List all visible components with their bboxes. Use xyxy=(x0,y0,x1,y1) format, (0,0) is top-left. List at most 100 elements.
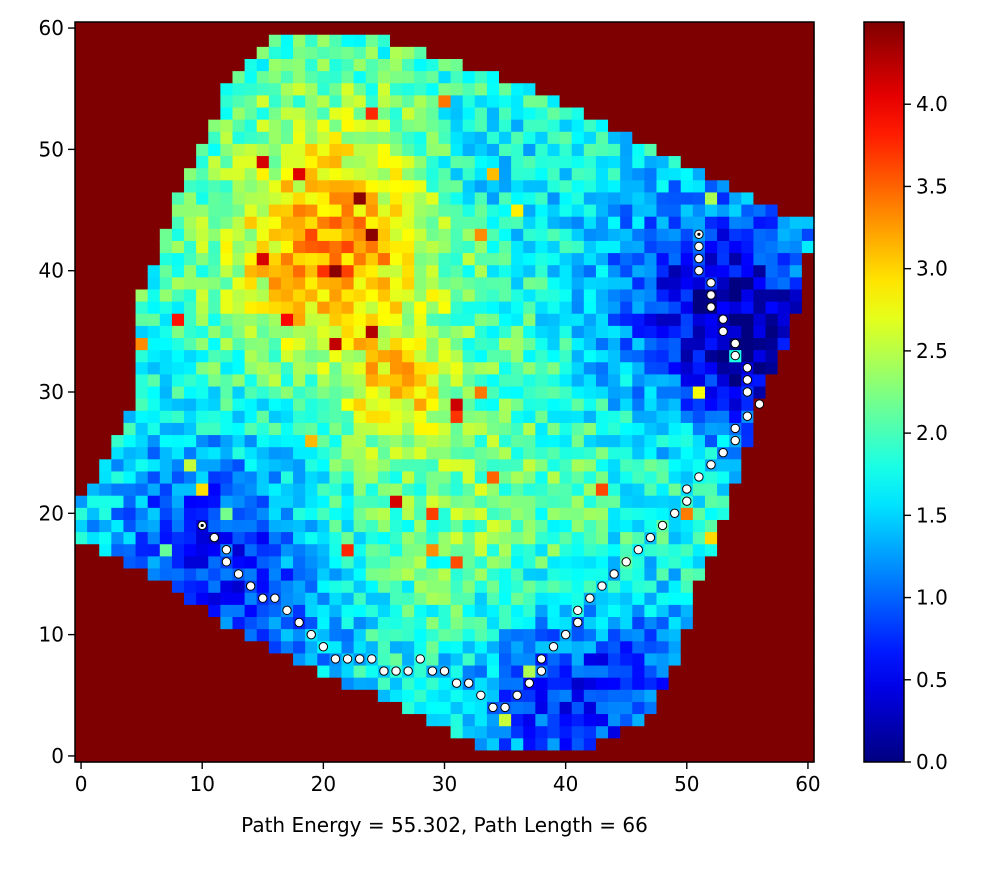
heatmap-cell xyxy=(608,337,621,351)
heatmap-cell xyxy=(99,664,112,678)
heatmap-cell xyxy=(329,240,343,254)
heatmap-cell xyxy=(220,203,234,217)
heatmap-cell xyxy=(523,325,536,339)
heatmap-cell xyxy=(196,58,209,72)
heatmap-cell xyxy=(438,82,452,96)
heatmap-cell xyxy=(789,191,803,205)
heatmap-cell xyxy=(171,677,185,690)
heatmap-cell xyxy=(704,22,718,35)
heatmap-cell xyxy=(232,70,246,84)
heatmap-cell xyxy=(208,677,221,690)
heatmap-cell xyxy=(704,106,718,120)
heatmap-cell xyxy=(571,422,585,436)
heatmap-cell xyxy=(99,519,112,533)
heatmap-cell xyxy=(547,264,561,278)
heatmap-cell xyxy=(668,555,682,569)
heatmap-cell xyxy=(293,385,306,399)
heatmap-cell xyxy=(389,567,403,581)
heatmap-cell xyxy=(608,58,621,72)
heatmap-cell xyxy=(486,519,500,533)
heatmap-cell xyxy=(632,555,645,569)
heatmap-cell xyxy=(402,313,415,326)
heatmap-cell xyxy=(75,725,88,739)
heatmap-cell xyxy=(547,713,561,727)
heatmap-cell xyxy=(583,398,597,411)
heatmap-cell xyxy=(244,155,258,169)
heatmap-cell xyxy=(184,119,197,132)
heatmap-cell xyxy=(317,616,331,630)
heatmap-cell xyxy=(535,264,549,278)
heatmap-cell xyxy=(620,604,633,618)
heatmap-cell xyxy=(99,167,112,181)
heatmap-cell xyxy=(765,616,779,630)
heatmap-cell xyxy=(535,616,549,630)
heatmap-cell xyxy=(717,604,730,618)
colorbar-tick-label: 4.0 xyxy=(916,92,948,116)
heatmap-cell xyxy=(523,531,536,545)
heatmap-cell xyxy=(547,155,561,169)
heatmap-cell xyxy=(801,179,815,193)
heatmap-cell xyxy=(389,604,403,618)
heatmap-cell xyxy=(293,446,306,460)
heatmap-cell xyxy=(608,652,621,666)
heatmap-cell xyxy=(244,434,258,448)
heatmap-cell xyxy=(656,689,670,702)
heatmap-cell xyxy=(389,228,403,241)
heatmap-cell xyxy=(535,640,549,654)
heatmap-cell xyxy=(583,179,597,193)
heatmap-cell xyxy=(583,713,597,727)
heatmap-cell xyxy=(75,713,88,727)
heatmap-cell xyxy=(196,385,209,399)
heatmap-cell xyxy=(329,713,343,727)
heatmap-cell xyxy=(280,337,294,351)
heatmap-cell xyxy=(789,543,803,557)
heatmap-cell xyxy=(583,106,597,120)
heatmap-cell xyxy=(801,94,815,108)
heatmap-cell xyxy=(341,58,355,72)
heatmap-cell xyxy=(365,252,379,266)
heatmap-cell xyxy=(462,701,476,715)
heatmap-cell xyxy=(559,446,573,460)
heatmap-cell xyxy=(583,470,597,484)
heatmap-cell xyxy=(208,216,221,229)
heatmap-cell xyxy=(232,713,246,727)
heatmap-cell xyxy=(341,191,355,205)
heatmap-cell xyxy=(377,628,391,642)
heatmap-cell xyxy=(365,482,379,496)
heatmap-cell xyxy=(232,628,246,642)
heatmap-cell xyxy=(159,313,173,326)
heatmap-cell xyxy=(426,179,440,193)
heatmap-cell xyxy=(196,301,209,314)
heatmap-cell xyxy=(329,398,343,411)
heatmap-cell xyxy=(692,337,706,351)
heatmap-cell xyxy=(426,34,440,47)
heatmap-cell xyxy=(450,616,464,630)
heatmap-cell xyxy=(753,119,767,132)
heatmap-cell xyxy=(644,349,658,363)
heatmap-cell xyxy=(765,203,779,217)
heatmap-cell xyxy=(305,276,318,290)
heatmap-cell xyxy=(329,94,343,108)
heatmap-cell xyxy=(329,119,343,132)
heatmap-cell xyxy=(244,167,258,181)
heatmap-cell xyxy=(765,216,779,229)
heatmap-cell xyxy=(753,143,767,157)
heatmap-cell xyxy=(753,531,767,545)
heatmap-cell xyxy=(704,94,718,108)
heatmap-cell xyxy=(99,131,112,144)
heatmap-cell xyxy=(196,373,209,387)
heatmap-cell xyxy=(789,301,803,314)
heatmap-cell xyxy=(741,155,755,169)
heatmap-cell xyxy=(208,58,221,72)
heatmap-cell xyxy=(389,725,403,739)
heatmap-cell xyxy=(365,385,379,399)
heatmap-cell xyxy=(208,264,221,278)
heatmap-cell xyxy=(123,592,137,605)
heatmap-cell xyxy=(692,70,706,84)
heatmap-cell xyxy=(511,264,524,278)
heatmap-cell xyxy=(123,749,137,763)
heatmap-cell xyxy=(341,361,355,375)
heatmap-cell xyxy=(801,664,815,678)
heatmap-cell xyxy=(159,106,173,120)
heatmap-cell xyxy=(620,22,633,35)
